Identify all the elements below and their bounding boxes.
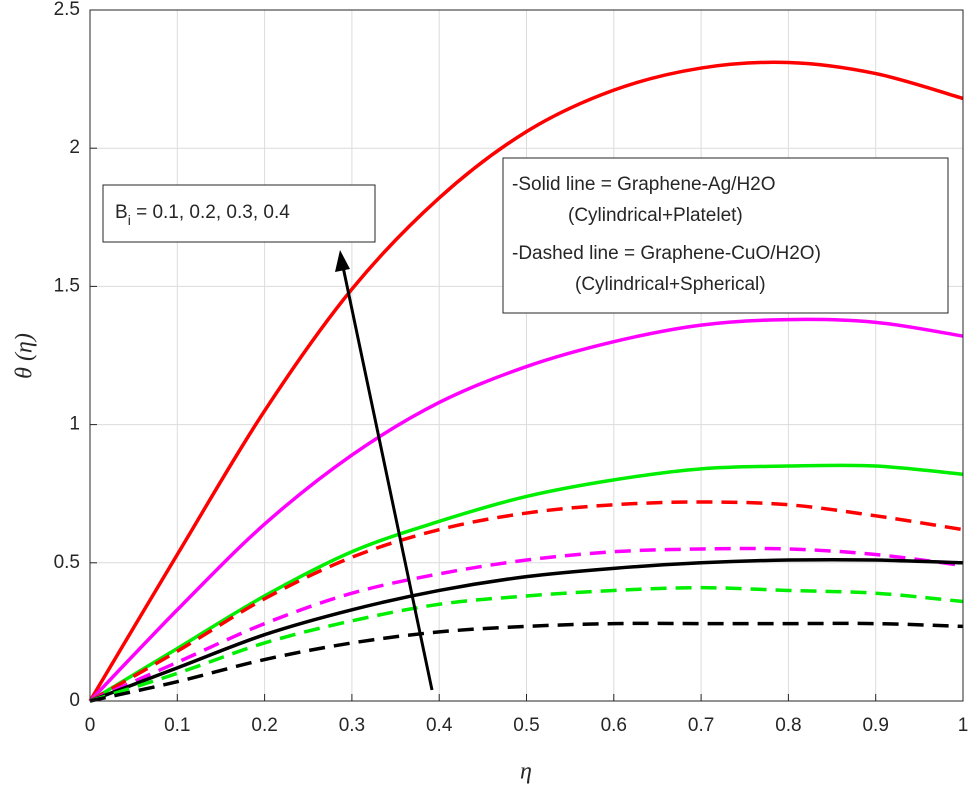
x-tick-label: 0.8 — [775, 715, 801, 736]
series-line — [88, 60, 964, 702]
note-line: (Cylindrical+Spherical) — [575, 274, 766, 295]
series-line — [89, 500, 964, 703]
x-tick-label: 0.1 — [164, 715, 190, 736]
series-line — [89, 546, 964, 703]
y-tick-label: 0.5 — [54, 552, 80, 573]
parameter-text: Bi = 0.1, 0.2, 0.3, 0.4 — [115, 202, 290, 228]
x-tick-label: 0.6 — [601, 715, 627, 736]
x-tick-label: 0.9 — [862, 715, 888, 736]
y-tick-label: 1.5 — [54, 275, 80, 296]
arrow — [335, 250, 434, 691]
y-tick-label: 1 — [69, 414, 80, 435]
x-tick-label: 0 — [85, 715, 96, 736]
note-line: -Solid line = Graphene-Ag/H2O — [512, 174, 776, 195]
series-line — [89, 557, 964, 703]
note-line: (Cylindrical+Platelet) — [568, 205, 743, 226]
x-tick-label: 0.4 — [426, 715, 453, 736]
y-tick-label: 2.5 — [54, 0, 80, 20]
series-line — [88, 317, 964, 703]
y-tick-label: 2 — [69, 137, 80, 158]
note-box — [502, 157, 949, 314]
series-line — [89, 463, 964, 703]
arrow-shaft — [340, 261, 434, 691]
x-tick-label: 0.3 — [339, 715, 365, 736]
x-tick-label: 0.5 — [513, 715, 539, 736]
y-tick-label: 0 — [69, 690, 80, 711]
arrow-head — [335, 250, 350, 272]
lines — [88, 60, 964, 703]
x-axis-label: η — [520, 759, 532, 785]
note-line: -Dashed line = Graphene-CuO/H2O) — [512, 243, 821, 264]
parameter-box — [102, 184, 376, 243]
y-axis-label: θ (η) — [12, 333, 38, 379]
x-tick-label: 0.7 — [688, 715, 714, 736]
parameter-subscript: i — [128, 212, 131, 228]
x-tick-label: 0.2 — [251, 715, 277, 736]
series-line — [89, 621, 964, 703]
x-tick-label: 1 — [958, 715, 968, 736]
parameter-base: B — [115, 202, 128, 223]
series-line — [89, 585, 964, 703]
parameter-rest: = 0.1, 0.2, 0.3, 0.4 — [131, 202, 290, 223]
